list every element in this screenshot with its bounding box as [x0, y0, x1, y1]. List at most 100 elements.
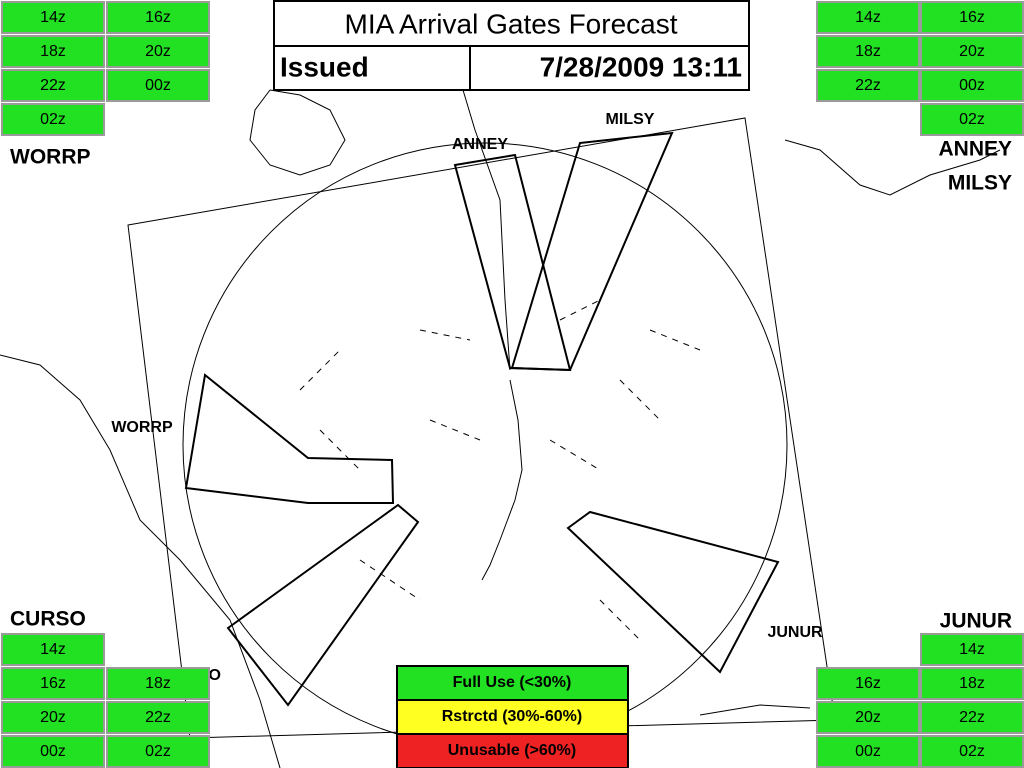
button-label: 16z: [145, 9, 171, 26]
map-label: WORRP: [111, 419, 173, 436]
time-button[interactable]: 16z: [106, 1, 210, 34]
button-label: 00z: [855, 743, 881, 760]
time-button[interactable]: 00z: [1, 735, 105, 768]
time-button[interactable]: 16z: [816, 667, 920, 700]
button-face: [920, 633, 1024, 666]
time-button[interactable]: 14z: [920, 633, 1024, 666]
button-face: [1, 735, 105, 768]
gate: [453, 153, 572, 372]
button-face: [816, 667, 920, 700]
button-face: [920, 701, 1024, 734]
time-button[interactable]: 02z: [920, 103, 1024, 136]
time-button[interactable]: 20z: [920, 35, 1024, 68]
button-face: [1, 1, 105, 34]
button-label: 02z: [959, 743, 985, 760]
time-button[interactable]: 02z: [920, 735, 1024, 768]
button-label: 00z: [959, 77, 985, 94]
time-button[interactable]: 02z: [106, 735, 210, 768]
time-button[interactable]: 20z: [816, 701, 920, 734]
range-ring: [182, 142, 788, 748]
button-face: [920, 35, 1024, 68]
time-button[interactable]: 14z: [816, 1, 920, 34]
map-label: ANNEY: [452, 136, 508, 153]
time-button[interactable]: 02z: [1, 103, 105, 136]
button-label: 22z: [959, 709, 985, 726]
panel-label: CURSO: [10, 608, 86, 631]
map-boundary: [127, 117, 836, 739]
button-face: [106, 701, 210, 734]
time-button[interactable]: 22z: [920, 701, 1024, 734]
button-label: 22z: [145, 709, 171, 726]
legend-label: Full Use (<30%): [453, 674, 572, 691]
time-button[interactable]: 14z: [1, 633, 105, 666]
button-label: 00z: [40, 743, 66, 760]
time-button[interactable]: 18z: [920, 667, 1024, 700]
road: [699, 704, 811, 716]
button-label: 16z: [855, 675, 881, 692]
time-button[interactable]: 14z: [1, 1, 105, 34]
coastline: [784, 139, 1001, 196]
button-label: 14z: [40, 641, 66, 658]
button-label: 14z: [855, 9, 881, 26]
button-label: 20z: [855, 709, 881, 726]
time-button[interactable]: 00z: [920, 69, 1024, 102]
title: MIA Arrival Gates Forecast: [345, 8, 678, 39]
button-face: [920, 1, 1024, 34]
time-button[interactable]: 18z: [1, 35, 105, 68]
button-face: [816, 35, 920, 68]
button-face: [1, 633, 105, 666]
button-label: 20z: [145, 43, 171, 60]
button-label: 14z: [959, 641, 985, 658]
button-face: [920, 667, 1024, 700]
time-button[interactable]: 22z: [816, 69, 920, 102]
gate-panel: ANNEY MILSY 14z 16z 18z 20z 22z 00z 02z: [816, 1, 1024, 195]
button-label: 16z: [959, 9, 985, 26]
time-button[interactable]: 18z: [816, 35, 920, 68]
coastline: [249, 89, 346, 176]
button-label: 18z: [959, 675, 985, 692]
button-face: [1, 701, 105, 734]
button-face: [106, 735, 210, 768]
button-face: [816, 1, 920, 34]
issued-label: Issued: [280, 51, 369, 82]
button-face: [816, 69, 920, 102]
legend-swatch: [396, 699, 629, 735]
panel-label: JUNUR: [940, 610, 1012, 633]
gate-panel: CURSO 14z 16z 18z 20z 22z 00z 02z: [1, 608, 210, 768]
button-label: 18z: [145, 675, 171, 692]
issued-time: 7/28/2009 13:11: [540, 51, 742, 82]
button-label: 22z: [855, 77, 881, 94]
time-button[interactable]: 20z: [1, 701, 105, 734]
legend-swatch: [396, 733, 629, 768]
map-label: JUNUR: [767, 624, 823, 641]
time-button[interactable]: 22z: [1, 69, 105, 102]
time-button[interactable]: 20z: [106, 35, 210, 68]
button-label: 18z: [40, 43, 66, 60]
button-face: [920, 735, 1024, 768]
coastline: [481, 379, 523, 581]
button-label: 20z: [40, 709, 66, 726]
button-face: [816, 735, 920, 768]
button-face: [920, 103, 1024, 136]
time-button[interactable]: 22z: [106, 701, 210, 734]
weather-marks: [299, 299, 701, 641]
gate: [184, 373, 395, 504]
time-button[interactable]: 18z: [106, 667, 210, 700]
button-label: 02z: [145, 743, 171, 760]
time-button[interactable]: 16z: [1, 667, 105, 700]
button-face: [920, 69, 1024, 102]
time-button[interactable]: 16z: [920, 1, 1024, 34]
button-face: [1, 35, 105, 68]
button-label: 02z: [959, 111, 985, 128]
time-button[interactable]: 00z: [106, 69, 210, 102]
gate-panel: JUNUR 14z 16z 18z 20z 22z 00z 02z: [816, 610, 1024, 768]
button-label: 18z: [855, 43, 881, 60]
button-label: 22z: [40, 77, 66, 94]
panel-label: MILSY: [948, 172, 1012, 195]
time-button[interactable]: 00z: [816, 735, 920, 768]
gate: [510, 131, 674, 372]
panel-label: ANNEY: [938, 138, 1012, 161]
panel-label: WORRP: [10, 146, 91, 169]
